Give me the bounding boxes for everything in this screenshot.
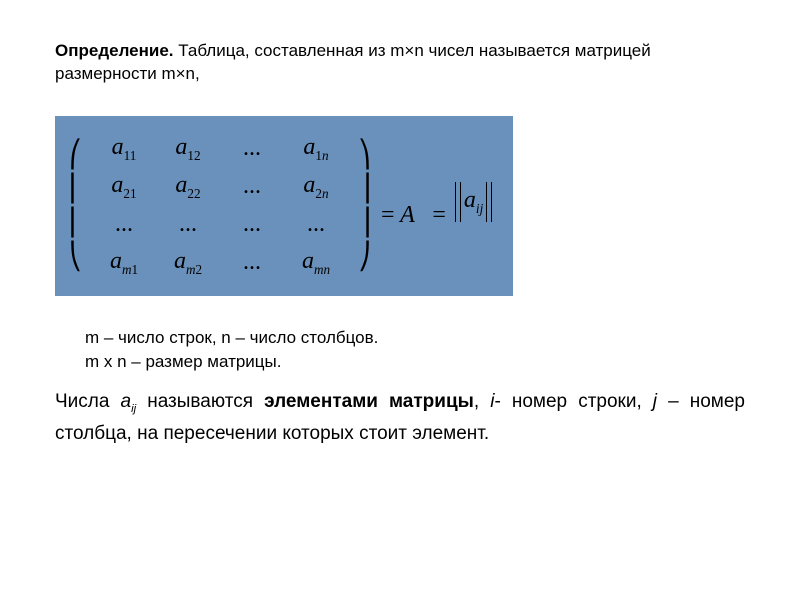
matrix-table: a11a12...a1na21a22...a2n............am1a… <box>92 130 348 282</box>
para-aij: aij <box>121 391 137 412</box>
matrix-cell: ... <box>284 206 348 244</box>
right-paren: ⎞⎟⎟⎠ <box>358 138 371 274</box>
matrix-cell: ... <box>156 206 220 244</box>
matrix-cell: a11 <box>92 130 156 168</box>
matrix-cell: amn <box>284 244 348 282</box>
matrix-A: A <box>400 202 414 228</box>
elem-sub: ij <box>476 201 483 216</box>
matrix-cell: ... <box>92 206 156 244</box>
equals-2: = <box>432 202 446 228</box>
after-line-2: m x n – размер матрицы. <box>85 350 745 374</box>
matrix-cell: a12 <box>156 130 220 168</box>
norm-notation: aij <box>452 182 495 222</box>
matrix-cell: ... <box>220 130 284 168</box>
equals-1: = <box>381 202 395 228</box>
para-bold: элементами матрицы <box>264 391 474 412</box>
page: Определение. Таблица, составленная из m×… <box>0 0 800 448</box>
matrix-cell: a21 <box>92 168 156 206</box>
matrix-cell: ... <box>220 168 284 206</box>
elem-base: a <box>464 187 476 213</box>
matrix-box: ⎛⎜⎜⎝ a11a12...a1na21a22...a2n...........… <box>55 116 513 296</box>
para-seg-c: , <box>474 391 490 412</box>
matrix-cell: ... <box>220 244 284 282</box>
definition-label: Определение. <box>55 41 174 60</box>
definition-line: Определение. Таблица, составленная из m×… <box>55 40 745 86</box>
matrix-wrap: ⎛⎜⎜⎝ a11a12...a1na21a22...a2n...........… <box>69 130 495 282</box>
left-paren: ⎛⎜⎜⎝ <box>69 138 82 274</box>
para-seg-d: - номер строки, <box>494 391 652 412</box>
after-block: m – число строк, n – число столбцов. m x… <box>85 326 745 374</box>
matrix-cell: am1 <box>92 244 156 282</box>
after-line-1: m – число строк, n – число столбцов. <box>85 326 745 350</box>
para-seg-a: Числа <box>55 391 121 412</box>
paragraph: Числа aij называются элементами матрицы,… <box>55 387 745 448</box>
matrix-cell: ... <box>220 206 284 244</box>
matrix-cell: am2 <box>156 244 220 282</box>
para-seg-b: называются <box>136 391 264 412</box>
matrix-cell: a1n <box>284 130 348 168</box>
eq-part: = A = aij <box>381 182 495 229</box>
matrix-cell: a22 <box>156 168 220 206</box>
para-aij-base: a <box>121 391 132 412</box>
matrix-cell: a2n <box>284 168 348 206</box>
